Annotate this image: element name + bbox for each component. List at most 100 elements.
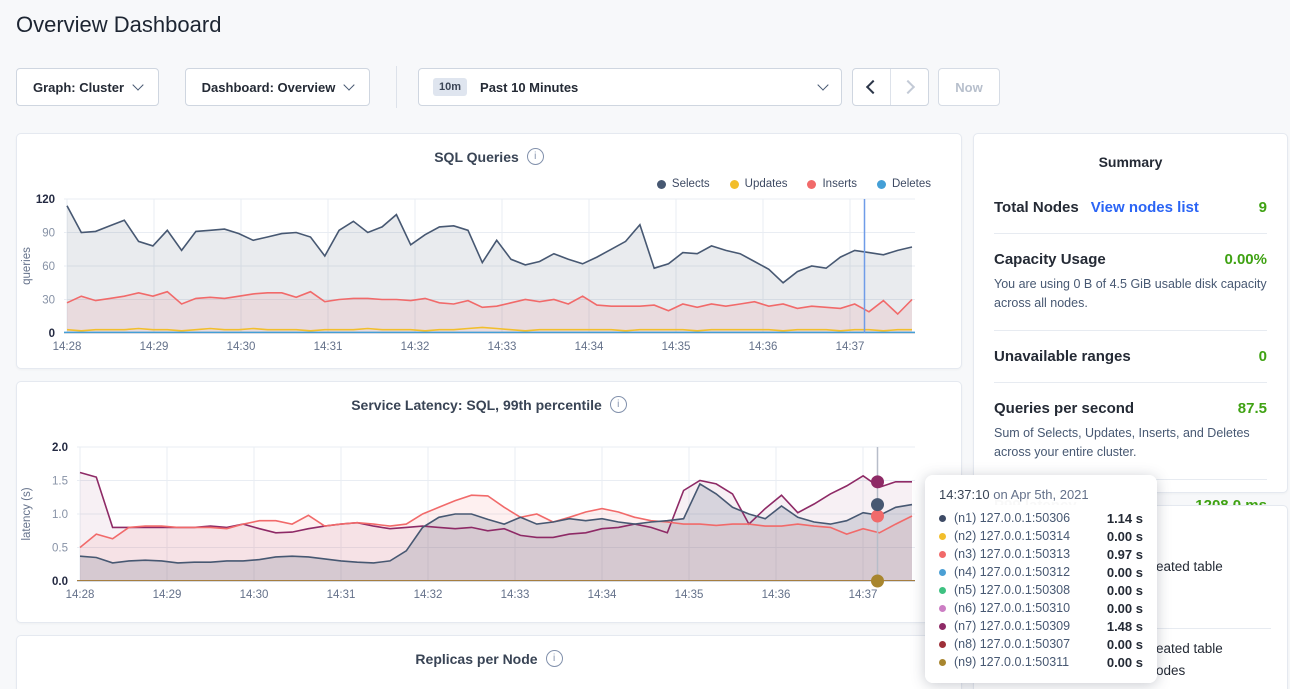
info-icon[interactable]: i [546,650,563,667]
node-address: (n4) 127.0.0.1:50312 [954,565,1070,579]
svg-text:14:31: 14:31 [314,341,343,353]
node-color-dot [939,515,946,522]
node-color-dot [939,587,946,594]
series-color-dot [807,180,816,189]
svg-text:0.0: 0.0 [52,576,68,588]
time-range-label: Past 10 Minutes [480,80,578,95]
node-address: (n5) 127.0.0.1:50308 [954,583,1070,597]
service-latency-card: Service Latency: SQL, 99th percentile i … [16,381,962,623]
node-color-dot [939,623,946,630]
total-nodes-row: Total Nodes View nodes list 9 [994,199,1267,216]
view-nodes-link[interactable]: View nodes list [1091,199,1199,216]
summary-value: 0 [1259,348,1267,365]
summary-label: Capacity Usage [994,251,1106,268]
summary-card: Summary Total Nodes View nodes list 9 Ca… [973,133,1288,493]
legend-item-updates[interactable]: Updates [730,178,788,190]
info-icon[interactable]: i [527,148,544,165]
node-latency-value: 0.00 s [1107,637,1143,652]
node-latency-value: 1.48 s [1107,619,1143,634]
svg-text:14:33: 14:33 [488,341,517,353]
tooltip-row: (n1) 127.0.0.1:50306 1.14 s [939,509,1143,527]
hover-tooltip: 14:37:10 on Apr 5th, 2021 (n1) 127.0.0.1… [925,475,1157,683]
svg-text:14:31: 14:31 [327,589,356,601]
svg-text:0.5: 0.5 [52,543,68,555]
tooltip-timestamp: 14:37:10 on Apr 5th, 2021 [939,487,1143,502]
node-color-dot [939,605,946,612]
time-step-buttons [852,68,929,106]
node-color-dot [939,659,946,666]
node-address: (n9) 127.0.0.1:50311 [954,655,1069,669]
svg-text:14:28: 14:28 [53,341,82,353]
unavailable-ranges-row: Unavailable ranges 0 [994,348,1267,365]
summary-label: Total Nodes [994,199,1079,216]
svg-text:120: 120 [36,194,55,206]
summary-description: You are using 0 B of 4.5 GiB usable disk… [994,275,1267,313]
dashboard-dropdown[interactable]: Dashboard: Overview [185,68,370,106]
service-latency-plot[interactable]: 14:2814:2914:3014:3114:3214:3314:3414:35… [17,440,963,618]
queries-per-second-row: Queries per second 87.5 [994,400,1267,417]
chevron-right-icon [901,80,915,94]
overview-dashboard-screen: Overview Dashboard Graph: Cluster Dashbo… [0,0,1290,689]
svg-text:queries: queries [21,247,33,285]
tooltip-row: (n9) 127.0.0.1:50311 0.00 s [939,653,1143,671]
info-icon[interactable]: i [610,396,627,413]
svg-text:14:34: 14:34 [575,341,604,353]
node-latency-value: 0.97 s [1107,547,1143,562]
summary-label: Unavailable ranges [994,348,1131,365]
summary-label: Queries per second [994,400,1134,417]
sql-queries-card: SQL Queries i Selects Updates Inserts De… [16,133,962,369]
svg-text:2.0: 2.0 [52,442,68,454]
node-latency-value: 0.00 s [1107,529,1143,544]
node-latency-value: 0.00 s [1107,583,1143,598]
node-color-dot [939,551,946,558]
svg-text:14:35: 14:35 [675,589,704,601]
prev-time-button[interactable] [853,69,890,105]
replicas-per-node-card: Replicas per Node i [16,635,962,689]
svg-text:1.5: 1.5 [52,476,68,488]
series-color-dot [730,180,739,189]
graph-dropdown-label: Graph: Cluster [33,80,124,95]
chart-title: SQL Queries [434,149,519,165]
legend-item-inserts[interactable]: Inserts [807,178,857,190]
summary-value: 0.00% [1224,251,1267,268]
summary-value: 87.5 [1238,400,1267,417]
summary-title: Summary [994,154,1267,170]
svg-text:14:32: 14:32 [401,341,430,353]
series-color-dot [657,180,666,189]
tooltip-row: (n2) 127.0.0.1:50314 0.00 s [939,527,1143,545]
legend-item-selects[interactable]: Selects [657,178,710,190]
tooltip-row: (n5) 127.0.0.1:50308 0.00 s [939,581,1143,599]
svg-text:14:33: 14:33 [501,589,530,601]
time-range-selector[interactable]: 10m Past 10 Minutes [418,68,842,106]
toolbar-divider [396,66,397,108]
page-title: Overview Dashboard [16,12,221,38]
summary-description: Sum of Selects, Updates, Inserts, and De… [994,424,1267,462]
event-text-fragment: eated table [1156,559,1223,574]
svg-text:latency (s): latency (s) [21,487,33,540]
graph-dropdown[interactable]: Graph: Cluster [16,68,159,106]
now-button[interactable]: Now [938,68,1000,106]
legend-item-deletes[interactable]: Deletes [877,178,931,190]
svg-text:14:30: 14:30 [227,341,256,353]
node-address: (n7) 127.0.0.1:50309 [954,619,1070,633]
svg-text:14:37: 14:37 [836,341,865,353]
tooltip-row: (n4) 127.0.0.1:50312 0.00 s [939,563,1143,581]
svg-text:60: 60 [42,261,55,273]
capacity-usage-row: Capacity Usage 0.00% [994,251,1267,268]
node-latency-value: 0.00 s [1107,655,1143,670]
svg-text:14:28: 14:28 [66,589,95,601]
time-range-badge: 10m [433,78,467,96]
svg-text:14:29: 14:29 [153,589,182,601]
chart-title: Replicas per Node [415,651,537,667]
chevron-down-icon [817,79,828,90]
summary-value: 9 [1259,199,1267,216]
sql-queries-plot[interactable]: 14:2814:2914:3014:3114:3214:3314:3414:35… [17,192,963,370]
svg-text:14:37: 14:37 [849,589,878,601]
svg-text:14:30: 14:30 [240,589,269,601]
node-latency-value: 0.00 s [1107,601,1143,616]
chevron-left-icon [866,80,880,94]
next-time-button[interactable] [890,69,928,105]
node-address: (n6) 127.0.0.1:50310 [954,601,1070,615]
event-text-fragment: eated table [1156,641,1223,656]
svg-text:14:36: 14:36 [762,589,791,601]
